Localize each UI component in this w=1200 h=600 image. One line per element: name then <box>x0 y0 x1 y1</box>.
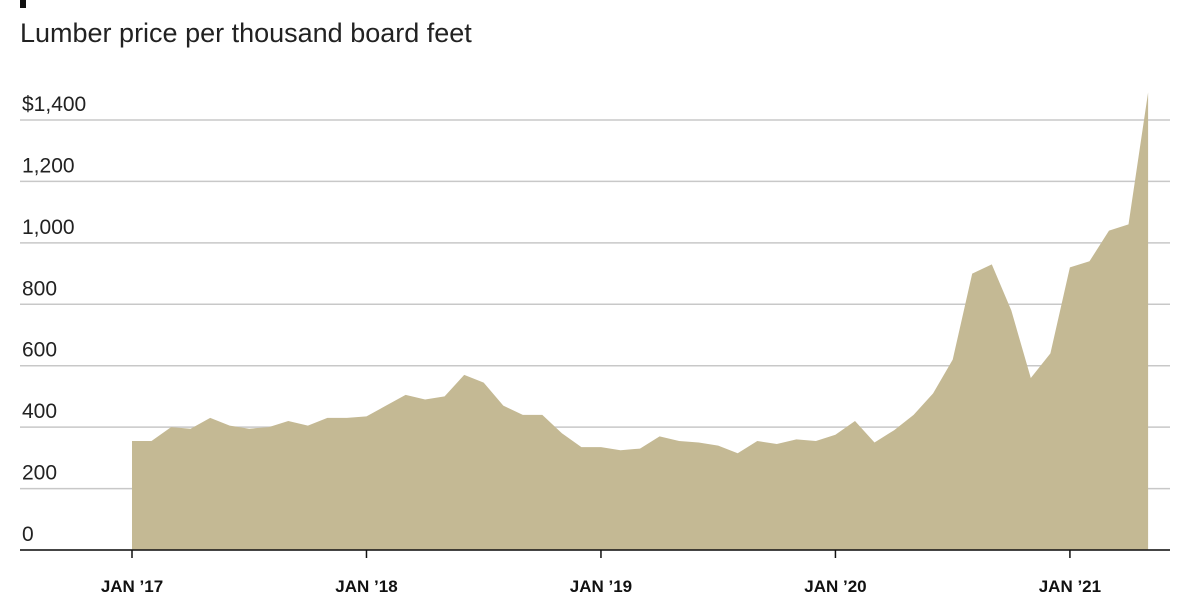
y-tick-label: 800 <box>22 277 57 300</box>
y-tick-label: 200 <box>22 462 57 485</box>
x-tick-label: JAN ’19 <box>570 577 632 596</box>
area <box>132 92 1149 551</box>
x-tick-label: JAN ’18 <box>335 577 397 596</box>
chart-title: Lumber price per thousand board feet <box>20 18 472 48</box>
y-tick-label: 1,200 <box>22 154 75 177</box>
x-tick-label: JAN ’20 <box>804 577 866 596</box>
y-tick-label: 600 <box>22 339 57 362</box>
x-tick-label: JAN ’21 <box>1039 577 1101 596</box>
y-tick-label: $1,400 <box>22 93 86 116</box>
y-tick-label: 400 <box>22 400 57 423</box>
header-bar <box>20 0 26 8</box>
x-tick-label: JAN ’17 <box>101 577 163 596</box>
y-tick-label: 1,000 <box>22 216 75 239</box>
y-tick-label: 0 <box>22 523 34 546</box>
